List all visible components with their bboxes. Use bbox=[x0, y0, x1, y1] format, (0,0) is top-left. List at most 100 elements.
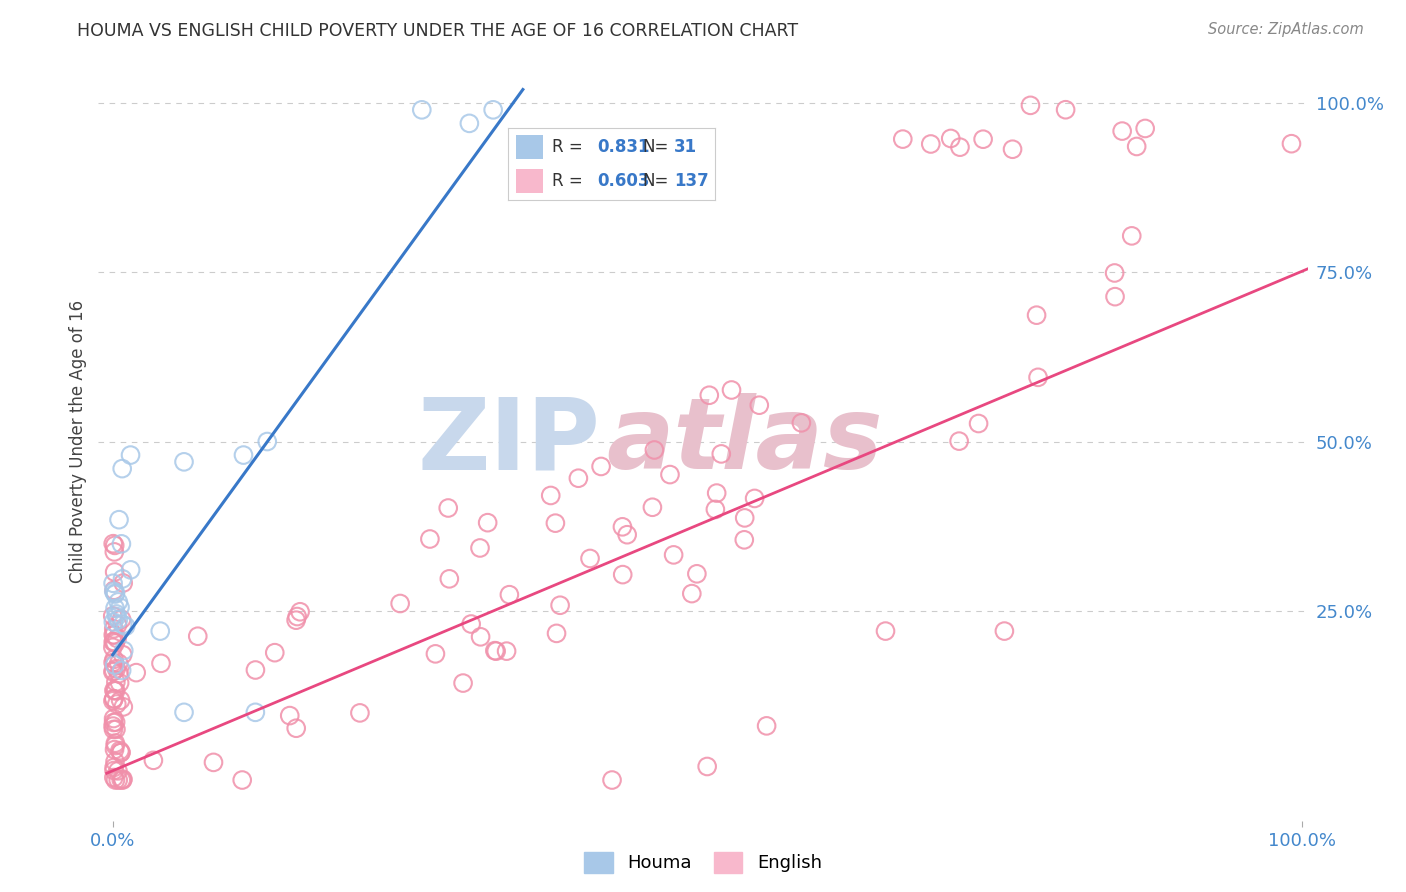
Text: ZIP: ZIP bbox=[418, 393, 600, 490]
Point bbox=[104, 601, 127, 615]
Point bbox=[104, 755, 127, 769]
Point bbox=[104, 772, 127, 787]
Point bbox=[125, 665, 148, 680]
Point bbox=[103, 622, 125, 636]
Point bbox=[110, 772, 132, 787]
Point bbox=[105, 609, 128, 624]
Point bbox=[101, 640, 124, 655]
Point bbox=[1281, 136, 1303, 151]
Text: R =: R = bbox=[551, 172, 582, 190]
Text: atlas: atlas bbox=[606, 393, 883, 490]
Point bbox=[1025, 308, 1047, 322]
Point bbox=[104, 636, 127, 650]
Point bbox=[468, 541, 491, 555]
Point bbox=[579, 551, 602, 566]
Point bbox=[1104, 266, 1126, 280]
Point bbox=[103, 664, 125, 678]
Point bbox=[112, 576, 135, 591]
Point bbox=[1026, 370, 1049, 384]
Point bbox=[477, 516, 499, 530]
Point bbox=[1054, 103, 1077, 117]
Point bbox=[696, 759, 718, 773]
Point bbox=[104, 736, 127, 750]
Point bbox=[662, 548, 685, 562]
Point bbox=[103, 715, 125, 730]
Point bbox=[101, 576, 124, 591]
Point bbox=[101, 537, 124, 551]
Point bbox=[755, 719, 778, 733]
Point bbox=[104, 538, 127, 552]
Point bbox=[484, 643, 506, 657]
Point bbox=[149, 657, 172, 671]
Point bbox=[641, 500, 664, 515]
Point bbox=[108, 513, 131, 527]
Point bbox=[734, 511, 756, 525]
Point bbox=[103, 692, 125, 706]
Point bbox=[110, 612, 132, 626]
Point bbox=[103, 683, 125, 698]
Point bbox=[1104, 290, 1126, 304]
Point bbox=[285, 609, 308, 624]
Point bbox=[285, 721, 308, 735]
Point bbox=[748, 398, 770, 412]
Point bbox=[105, 697, 128, 711]
Point bbox=[704, 502, 727, 516]
Point bbox=[111, 461, 134, 475]
Text: HOUMA VS ENGLISH CHILD POVERTY UNDER THE AGE OF 16 CORRELATION CHART: HOUMA VS ENGLISH CHILD POVERTY UNDER THE… bbox=[77, 22, 799, 40]
Point bbox=[288, 605, 311, 619]
Point bbox=[103, 691, 125, 706]
Text: N=: N= bbox=[643, 138, 669, 156]
Point bbox=[245, 706, 267, 720]
Point bbox=[891, 132, 914, 146]
Point bbox=[389, 597, 412, 611]
Point bbox=[470, 630, 492, 644]
Point bbox=[105, 662, 128, 676]
Point bbox=[202, 756, 225, 770]
Point bbox=[103, 615, 125, 629]
Point bbox=[103, 712, 125, 726]
Point bbox=[104, 683, 127, 698]
Point bbox=[460, 617, 482, 632]
Point bbox=[681, 586, 703, 600]
Point bbox=[495, 644, 517, 658]
Point bbox=[101, 719, 124, 733]
Point bbox=[1111, 124, 1133, 138]
Point bbox=[110, 693, 132, 707]
Point bbox=[967, 417, 990, 431]
Point bbox=[419, 532, 441, 546]
Point bbox=[107, 657, 129, 671]
Point bbox=[105, 632, 128, 646]
Point bbox=[643, 442, 665, 457]
Point bbox=[1121, 228, 1143, 243]
Point bbox=[103, 760, 125, 774]
Point bbox=[458, 116, 481, 130]
Point bbox=[107, 618, 129, 632]
Point bbox=[104, 587, 127, 601]
Point bbox=[482, 103, 505, 117]
Y-axis label: Child Poverty Under the Age of 16: Child Poverty Under the Age of 16 bbox=[69, 300, 87, 583]
Point bbox=[114, 619, 136, 633]
Point bbox=[993, 624, 1015, 639]
Point bbox=[720, 383, 742, 397]
Text: Source: ZipAtlas.com: Source: ZipAtlas.com bbox=[1208, 22, 1364, 37]
Point bbox=[108, 600, 131, 615]
Point bbox=[142, 753, 165, 767]
Point bbox=[349, 706, 371, 720]
Point bbox=[103, 652, 125, 666]
Point bbox=[111, 648, 134, 662]
Point bbox=[939, 131, 962, 145]
Text: 31: 31 bbox=[673, 138, 697, 156]
Point bbox=[616, 527, 638, 541]
Point bbox=[548, 599, 571, 613]
Point bbox=[546, 626, 568, 640]
Point bbox=[485, 644, 508, 658]
Point bbox=[111, 772, 134, 786]
Point bbox=[744, 491, 766, 506]
Point bbox=[245, 663, 267, 677]
Point bbox=[790, 416, 813, 430]
Point bbox=[103, 628, 125, 642]
Point bbox=[425, 647, 447, 661]
Point bbox=[1133, 121, 1156, 136]
Point bbox=[110, 745, 132, 759]
Point bbox=[104, 675, 127, 690]
